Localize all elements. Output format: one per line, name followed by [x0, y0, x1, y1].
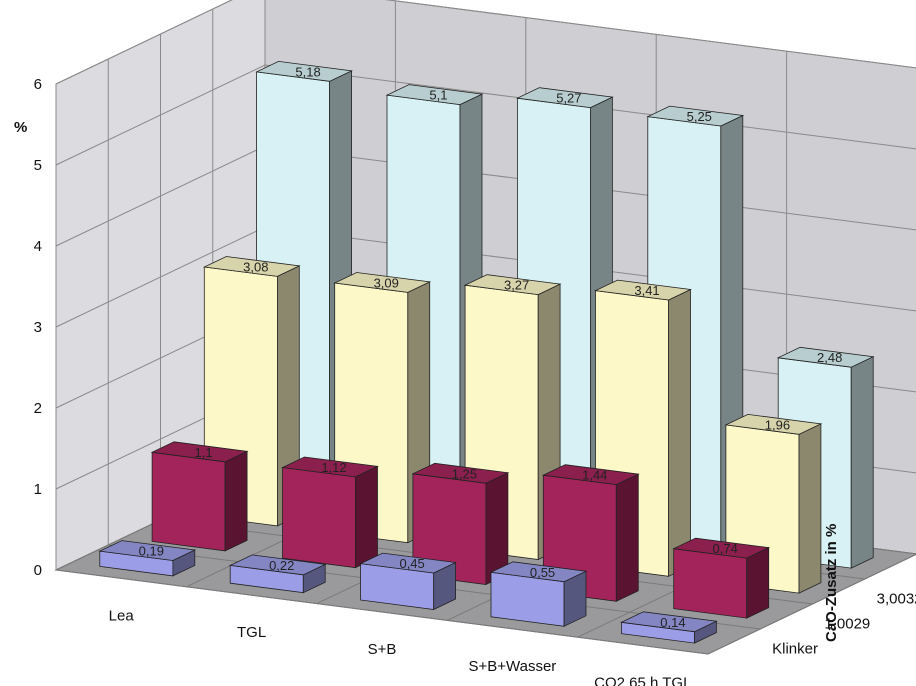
bar-side	[615, 473, 639, 602]
bar-top	[228, 554, 327, 576]
data-label: 0,45	[399, 556, 424, 571]
y-tick-label: 5	[34, 157, 42, 174]
floor-line	[55, 569, 709, 655]
bar-top	[672, 537, 771, 559]
data-label: 3,09	[374, 275, 399, 290]
category-label: TGL	[237, 624, 266, 641]
data-label: 3,27	[504, 278, 529, 293]
category-label: CO2 65 h TGL	[594, 675, 691, 686]
bar: 0,45	[359, 552, 457, 611]
bar: 0,19	[98, 540, 197, 577]
bar-top	[724, 413, 823, 435]
data-label: 1,44	[582, 468, 607, 483]
data-label: 0,55	[530, 565, 555, 580]
bar-front	[673, 548, 748, 619]
data-label: 0,19	[139, 544, 164, 559]
bar-top	[620, 611, 718, 633]
bars: 5,18 5,1 5,27 5,25 2,48 3,08 3,09 3,27 3,41 1,96 1…	[98, 60, 875, 644]
bar-side	[746, 546, 770, 619]
y-axis: 0 1 2 3 4 5 6	[34, 76, 42, 579]
bar-side	[224, 450, 248, 552]
bar-top	[385, 84, 484, 106]
bar: 0,55	[489, 561, 588, 627]
bar-side	[798, 423, 822, 594]
bar: 1,25	[411, 462, 510, 586]
series-label: 3,0032	[877, 591, 916, 608]
data-label: 1,96	[765, 417, 790, 432]
data-label: 3,41	[634, 283, 659, 298]
bar-front	[282, 467, 356, 569]
bar: 0,14	[620, 611, 718, 644]
data-label: 3,08	[243, 259, 268, 274]
bar-top	[333, 272, 432, 293]
data-label: 0,22	[269, 558, 294, 573]
bar-top	[150, 441, 249, 463]
data-label: 5,25	[687, 109, 712, 124]
series-label: 1,0029	[824, 616, 870, 633]
data-label: 2,48	[817, 350, 842, 365]
bar-top	[463, 274, 562, 296]
y-tick-label: 1	[34, 481, 42, 498]
data-label: 0,74	[713, 541, 738, 556]
y-tick-label: 6	[34, 76, 42, 93]
series-label: Klinker	[772, 641, 818, 658]
bar: 1,12	[281, 456, 379, 569]
bar-top	[541, 464, 640, 486]
bar-top	[594, 279, 692, 301]
bar-side	[668, 288, 691, 577]
bar-side	[355, 465, 378, 569]
bar-top	[776, 346, 875, 368]
bar-top	[281, 456, 379, 478]
bar-top	[255, 60, 353, 82]
bar: 0,22	[228, 554, 327, 594]
bar: 1,1	[150, 441, 249, 552]
y-tick-label: 2	[34, 400, 42, 417]
data-label: 0,14	[660, 615, 685, 630]
y-tick-label: 0	[34, 562, 42, 579]
bar-top	[411, 462, 510, 484]
y-tick-label: 3	[34, 319, 42, 336]
data-label: 1,12	[321, 460, 346, 475]
category-label: S+B+Wasser	[468, 658, 556, 675]
bar-top	[202, 256, 301, 277]
bar-top	[98, 540, 197, 561]
data-label: 5,1	[429, 88, 447, 103]
category-labels: Lea TGL S+B S+B+Wasser CO2 65 h TGL Klinker 1,…	[109, 591, 916, 686]
data-label: 1,1	[195, 445, 213, 460]
bar-top	[646, 105, 745, 127]
category-label: S+B	[368, 641, 397, 658]
bar-top	[516, 87, 614, 109]
data-label: 5,18	[295, 64, 320, 79]
bar-top	[359, 552, 457, 574]
depth-axis-title: CaO-Zusatz in %	[823, 524, 840, 642]
bar-front	[151, 451, 226, 552]
bar-side	[850, 356, 874, 569]
gridline	[55, 0, 916, 85]
bar: 0,74	[672, 537, 771, 619]
data-label: 5,27	[556, 91, 581, 106]
category-label: Lea	[109, 607, 135, 624]
bar-top	[489, 561, 588, 583]
data-label: 1,25	[452, 466, 477, 481]
y-axis-unit: %	[14, 119, 27, 136]
y-tick-label: 4	[34, 238, 42, 255]
